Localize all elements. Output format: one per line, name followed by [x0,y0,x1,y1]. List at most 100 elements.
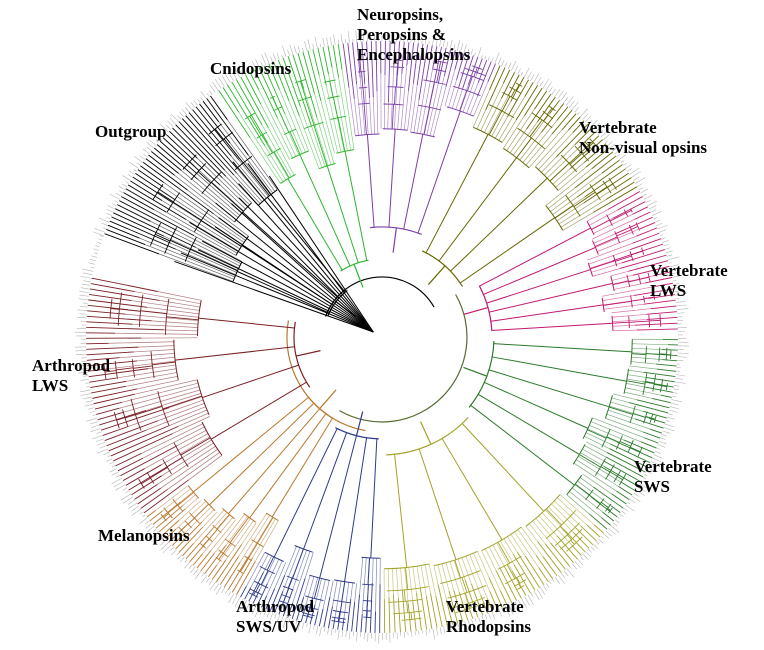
tip-tick [94,228,106,233]
leaf-branch [188,112,238,169]
inner-arc [447,584,487,599]
leaf-connector [551,503,577,529]
inner-stem [619,441,631,447]
leaf-connector [538,132,574,170]
leaf-connector [361,557,367,615]
leaf-branch [662,359,678,362]
clade-root-arc [340,259,369,272]
leaf-connector [591,217,614,230]
leaf-branch [153,147,182,171]
inner-arc [566,536,583,552]
tip-tick [139,155,146,160]
leaf-branch [128,464,171,491]
tip-tick [293,46,297,54]
tip-tick [122,175,131,181]
tip-tick [551,88,557,95]
leaf-branch [613,201,646,219]
leaf-branch [551,109,573,135]
inner-stem [253,591,256,596]
tip-tick [345,630,347,638]
leaf-branch [165,134,221,186]
label-neuropsins-line-2: Peropsins & [357,25,446,44]
leaf-branch [86,357,120,361]
tip-tick [280,615,284,623]
leaf-branch [199,103,231,144]
tip-tick [614,148,622,155]
tip-tick [82,368,88,370]
leaf-connector [225,175,252,204]
subclade-arc [355,133,380,137]
leaf-branch [365,600,368,633]
tip-tick [643,194,653,200]
tip-tick [92,435,103,440]
leaf-connector [576,459,619,487]
leaf-connector [233,174,261,204]
leaf-connector [587,428,618,443]
tip-tick [89,421,99,425]
tip-tick [90,428,101,432]
leaf-connector [293,548,304,575]
leaf-branch [468,605,474,619]
tip-tick [89,258,97,262]
subclade-stem [228,408,321,515]
tip-tick [457,623,459,627]
leaf-branch [578,131,596,149]
leaf-connector [429,75,445,136]
leaf-connector [461,557,472,585]
leaf-branch [580,525,597,542]
subclade-stem [484,381,589,429]
leaf-branch [235,79,263,126]
tip-tick [612,143,622,152]
leaf-connector [612,275,654,286]
leaf-branch [476,58,483,74]
tip-tick [677,352,689,354]
leaf-connector [632,343,668,346]
tip-tick [206,93,210,97]
leaf-branch [142,161,214,215]
leaf-connector [560,199,607,228]
leaf-connector [569,491,602,518]
inner-arc [642,373,648,395]
tip-tick [598,538,604,544]
tip-tick [464,621,469,633]
leaf-branch [609,448,648,468]
leaf-connector [348,87,356,136]
inner-arc [615,435,623,450]
leaf-branch [540,103,565,133]
leaf-connector [584,435,610,449]
outgroup-long-branch [180,252,374,333]
leaf-connector [311,126,326,167]
leaf-connector [612,393,637,401]
inner-stem [661,385,668,388]
leaf-connector [150,220,240,267]
tip-tick [645,199,651,203]
leaf-connector [562,212,594,231]
leaf-connector [264,145,287,181]
leaf-connector [408,567,414,602]
inner-stem [601,501,609,508]
leaf-branch [140,165,165,183]
leaf-connector [487,94,509,135]
leaf-branch [356,42,361,78]
leaf-connector [611,308,651,314]
tip-tick [666,254,673,257]
clade-root-arc [468,340,495,408]
leaf-branch [418,44,429,101]
tip-tick [162,544,172,554]
tip-tick [201,573,205,577]
tip-tick [517,599,524,609]
leaf-branch [300,606,306,622]
tip-tick [106,212,113,216]
inner-arc [160,513,167,522]
inner-stem [566,534,572,540]
leaf-connector [552,196,578,215]
tip-tick [319,43,322,48]
tip-tick [665,420,670,422]
tip-tick [672,392,679,394]
inner-stem [645,416,652,419]
label-vertebrate-rhodopsins: Vertebrate Rhodopsins [446,597,531,637]
subclade-stem [417,110,461,234]
leaf-connector [532,520,551,544]
leaf-branch [655,363,677,367]
leaf-connector [158,253,234,282]
